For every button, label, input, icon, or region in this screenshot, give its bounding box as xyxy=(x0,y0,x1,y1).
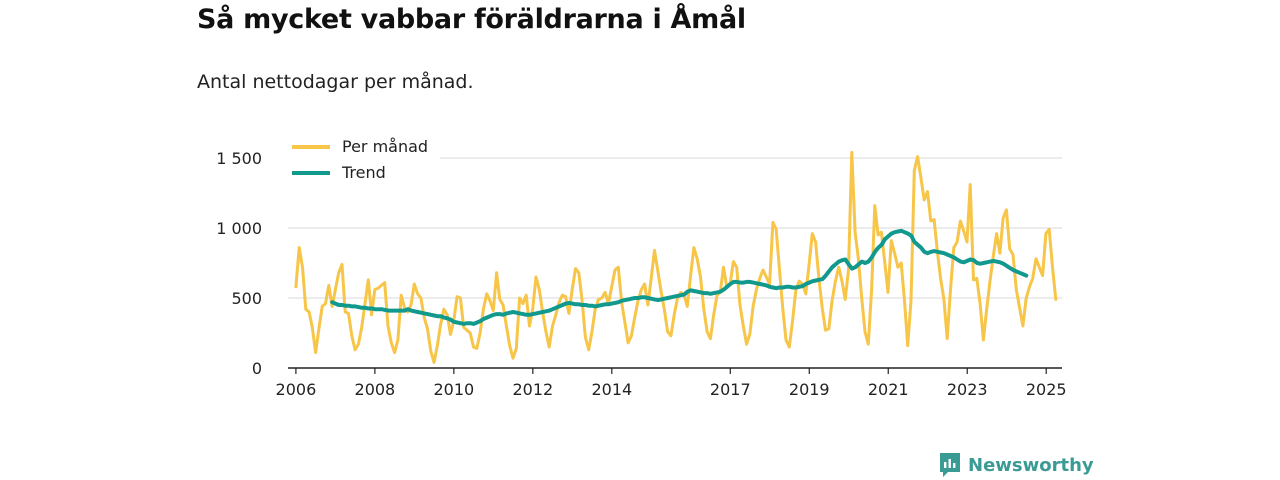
series-line-trend xyxy=(330,228,1029,326)
x-tick-label: 2025 xyxy=(1026,380,1067,399)
y-tick-label: 0 xyxy=(252,359,262,378)
brand[interactable]: Newsworthy xyxy=(938,451,1094,479)
x-tick-label: 2021 xyxy=(868,380,909,399)
y-tick-label: 500 xyxy=(231,289,262,308)
x-tick-label: 2012 xyxy=(512,380,553,399)
x-tick-label: 2010 xyxy=(433,380,474,399)
newsworthy-logo-icon xyxy=(940,453,960,477)
series-layer xyxy=(294,150,1058,364)
legend: Per månad Trend xyxy=(284,134,440,186)
x-tick-label: 2019 xyxy=(789,380,830,399)
legend-background xyxy=(284,134,440,186)
x-tick-label: 2014 xyxy=(591,380,632,399)
chart-title: Så mycket vabbar föräldrarna i Åmål xyxy=(197,4,746,35)
brand-name: Newsworthy xyxy=(968,454,1094,476)
x-tick-label: 2008 xyxy=(355,380,396,399)
y-tick-label: 1 500 xyxy=(216,149,262,168)
y-tick-label: 1 000 xyxy=(216,219,262,238)
x-tick-label: 2017 xyxy=(710,380,751,399)
legend-label-per-manad: Per månad xyxy=(342,137,428,156)
series-line-per-manad xyxy=(294,150,1058,364)
x-tick-label: 2023 xyxy=(947,380,988,399)
axis-layer: 0 500 1 000 1 500 2006 2008 2010 2012 2014 2017 20… xyxy=(216,149,1066,399)
chart-subtitle: Antal nettodagar per månad. xyxy=(197,71,474,93)
x-tick-label: 2006 xyxy=(276,380,317,399)
legend-label-trend: Trend xyxy=(341,163,386,182)
